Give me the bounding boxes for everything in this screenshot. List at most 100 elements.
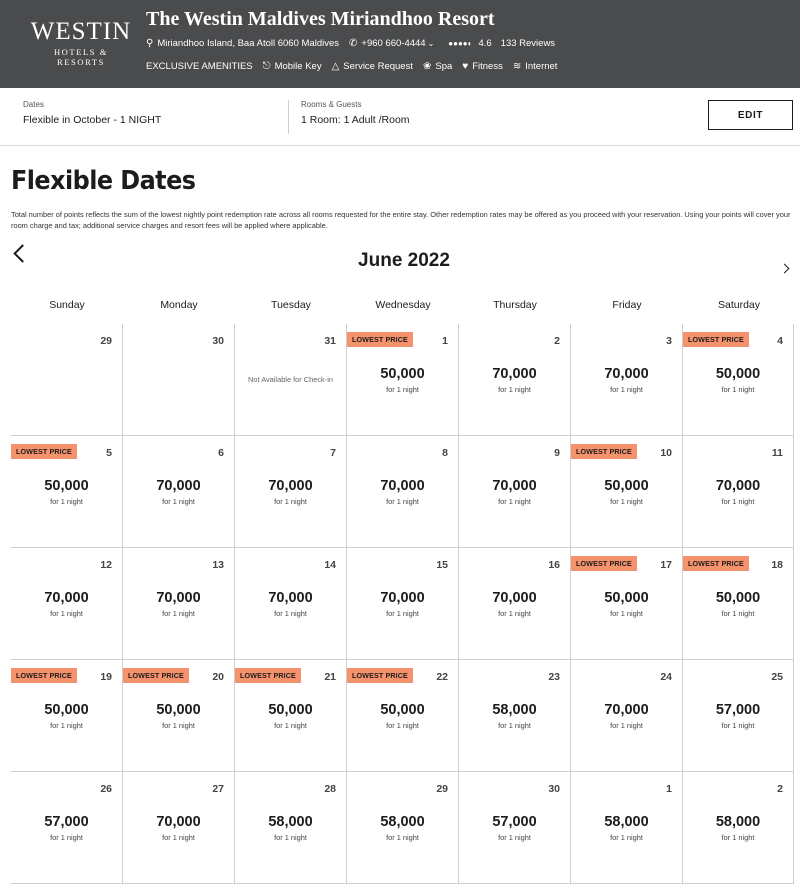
day-number: 11: [771, 447, 783, 459]
calendar-day-cell[interactable]: 26 57,000 for 1 night: [11, 772, 123, 884]
per-night-label: for 1 night: [721, 721, 755, 730]
calendar-day-cell[interactable]: 23 58,000 for 1 night: [459, 660, 571, 772]
calendar-day-cell[interactable]: 11 70,000 for 1 night: [683, 436, 794, 548]
reviews-link[interactable]: 133 Reviews: [500, 38, 556, 49]
calendar-day-cell[interactable]: 10 LOWEST PRICE 50,000 for 1 night: [571, 436, 683, 548]
calendar-day-cell[interactable]: 27 70,000 for 1 night: [123, 772, 235, 884]
weekday-label: Wednesday: [375, 299, 431, 311]
calendar-day-cell[interactable]: 1 58,000 for 1 night: [571, 772, 683, 884]
per-night-label: for 1 night: [610, 385, 643, 394]
dates-field[interactable]: Dates Flexible in October - 1 NIGHT: [23, 100, 161, 126]
calendar-day-cell[interactable]: 7 70,000 for 1 night: [235, 436, 347, 548]
calendar-day-cell[interactable]: 3 70,000 for 1 night: [571, 324, 683, 436]
per-night-label: for 1 night: [610, 721, 643, 730]
per-night-label: for 1 night: [721, 609, 755, 618]
hotel-info-row: ⚲ Miriandhoo Island, Baa Atoll 6060 Mald…: [146, 38, 565, 49]
day-number: 7: [330, 447, 336, 459]
per-night-label: for 1 night: [162, 833, 195, 842]
amenities-label: EXCLUSIVE AMENITIES: [146, 61, 253, 72]
next-month-chevron-icon[interactable]: [779, 262, 793, 276]
calendar-day-cell[interactable]: 13 70,000 for 1 night: [123, 548, 235, 660]
amenity-spa[interactable]: ❀ Spa: [423, 61, 452, 72]
not-available-note: Not Available for Check-in: [248, 375, 333, 384]
lowest-price-badge: LOWEST PRICE: [347, 668, 413, 683]
weekday-label: Monday: [160, 299, 198, 311]
calendar-day-cell[interactable]: 21 LOWEST PRICE 50,000 for 1 night: [235, 660, 347, 772]
lowest-price-badge: LOWEST PRICE: [683, 332, 749, 347]
calendar-day-cell[interactable]: 1 LOWEST PRICE 50,000 for 1 night: [347, 324, 459, 436]
rooms-guests-label: Rooms & Guests: [301, 100, 362, 109]
per-night-label: for 1 night: [274, 609, 307, 618]
amenity-mobile-key[interactable]: ⎋ Mobile Key: [263, 61, 322, 72]
dates-value: Flexible in October - 1 NIGHT: [23, 114, 162, 126]
page-title: Flexible Dates: [11, 166, 196, 196]
calendar-day-cell[interactable]: 29 58,000 for 1 night: [347, 772, 459, 884]
amenities-row: EXCLUSIVE AMENITIES ⎋ Mobile Key △ Servi…: [146, 61, 567, 72]
day-number: 27: [212, 783, 224, 795]
lowest-price-badge: LOWEST PRICE: [571, 444, 637, 459]
calendar-day-cell[interactable]: 18 LOWEST PRICE 50,000 for 1 night: [683, 548, 794, 660]
calendar-day-cell[interactable]: 25 57,000 for 1 night: [683, 660, 794, 772]
calendar-day-cell[interactable]: 4 LOWEST PRICE 50,000 for 1 night: [683, 324, 794, 436]
mobile-key-icon: ⎋: [262, 60, 271, 72]
calendar-day-cell[interactable]: 20 LOWEST PRICE 50,000 for 1 night: [123, 660, 235, 772]
day-number: 5: [106, 447, 112, 459]
calendar-day-cell[interactable]: 6 70,000 for 1 night: [123, 436, 235, 548]
per-night-label: for 1 night: [50, 609, 83, 618]
calendar-day-cell[interactable]: 17 LOWEST PRICE 50,000 for 1 night: [571, 548, 683, 660]
address[interactable]: ⚲ Miriandhoo Island, Baa Atoll 6060 Mald…: [146, 38, 339, 49]
location-pin-icon: ⚲: [146, 37, 154, 49]
rating[interactable]: ●●●●◐ 4.6 133 Reviews: [448, 38, 555, 49]
edit-button[interactable]: EDIT: [708, 100, 793, 130]
day-number: 18: [771, 559, 783, 571]
calendar-day-cell[interactable]: 12 70,000 for 1 night: [11, 548, 123, 660]
day-number: 21: [324, 671, 336, 683]
calendar-day-cell[interactable]: 24 70,000 for 1 night: [571, 660, 683, 772]
day-number: 12: [100, 559, 112, 571]
points-disclaimer: Total number of points reflects the sum …: [11, 210, 791, 230]
calendar-day-cell[interactable]: 14 70,000 for 1 night: [235, 548, 347, 660]
calendar-day-cell[interactable]: 30 57,000 for 1 night: [459, 772, 571, 884]
day-number: 14: [324, 559, 336, 571]
calendar-day-cell[interactable]: 28 58,000 for 1 night: [235, 772, 347, 884]
rooms-guests-field[interactable]: Rooms & Guests 1 Room: 1 Adult /Room: [301, 100, 410, 126]
chevron-down-icon: ⌄: [427, 38, 435, 48]
amenity-fitness[interactable]: ♥ Fitness: [462, 61, 503, 72]
points-price: 58,000: [492, 702, 537, 718]
points-price: 50,000: [604, 478, 649, 494]
points-price: 70,000: [715, 478, 761, 494]
calendar-day-cell[interactable]: 22 LOWEST PRICE 50,000 for 1 night: [347, 660, 459, 772]
phone[interactable]: ✆ +960 660-4444 ⌄: [349, 38, 438, 49]
calendar-day-cell[interactable]: 19 LOWEST PRICE 50,000 for 1 night: [11, 660, 123, 772]
per-night-label: for 1 night: [274, 833, 307, 842]
hotel-header: WESTIN HOTELS & RESORTS The Westin Maldi…: [0, 0, 800, 88]
day-number: 22: [436, 671, 448, 683]
points-price: 50,000: [380, 702, 425, 718]
day-number: 30: [548, 783, 560, 795]
points-price: 70,000: [44, 590, 89, 606]
calendar-day-cell: 29: [11, 324, 123, 436]
amenity-service-request[interactable]: △ Service Request: [332, 61, 413, 72]
amenity-label: Spa: [435, 61, 453, 72]
points-price: 50,000: [44, 478, 89, 494]
calendar-day-cell[interactable]: 15 70,000 for 1 night: [347, 548, 459, 660]
per-night-label: for 1 night: [386, 833, 419, 842]
points-price: 70,000: [492, 366, 537, 382]
per-night-label: for 1 night: [610, 609, 643, 618]
calendar-day-cell[interactable]: 8 70,000 for 1 night: [347, 436, 459, 548]
westin-logo[interactable]: WESTIN HOTELS & RESORTS: [30, 19, 132, 67]
calendar-day-cell: 30: [123, 324, 235, 436]
hotel-name[interactable]: The Westin Maldives Miriandhoo Resort: [146, 8, 495, 30]
calendar-day-cell[interactable]: 9 70,000 for 1 night: [459, 436, 571, 548]
calendar-day-cell[interactable]: 2 70,000 for 1 night: [459, 324, 571, 436]
points-price: 70,000: [380, 478, 425, 494]
calendar-day-cell[interactable]: 2 58,000 for 1 night: [683, 772, 794, 884]
calendar-day-cell[interactable]: 16 70,000 for 1 night: [459, 548, 571, 660]
per-night-label: for 1 night: [610, 833, 643, 842]
amenity-internet[interactable]: ≋ Internet: [513, 61, 558, 72]
rating-dots-icon: ●●●●◐: [448, 39, 473, 48]
points-price: 70,000: [492, 478, 537, 494]
per-night-label: for 1 night: [50, 497, 83, 506]
service-bell-icon: △: [331, 60, 340, 72]
calendar-day-cell[interactable]: 5 LOWEST PRICE 50,000 for 1 night: [11, 436, 123, 548]
